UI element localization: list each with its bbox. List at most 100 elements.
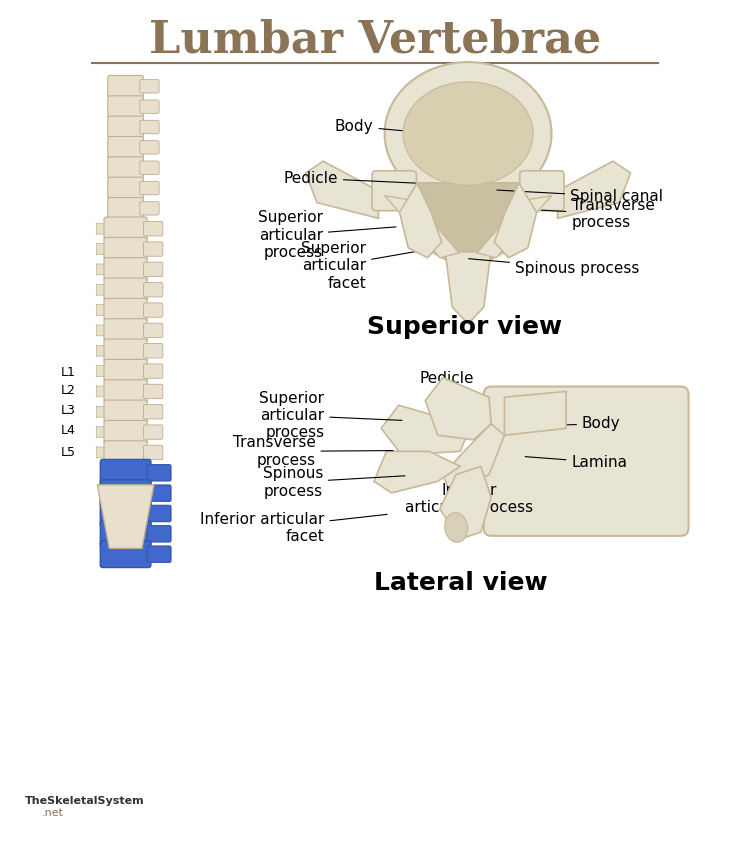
FancyBboxPatch shape: [108, 198, 143, 220]
Polygon shape: [442, 424, 505, 493]
FancyBboxPatch shape: [96, 426, 106, 437]
FancyBboxPatch shape: [100, 500, 151, 526]
FancyBboxPatch shape: [143, 323, 163, 337]
FancyBboxPatch shape: [144, 325, 156, 336]
FancyBboxPatch shape: [108, 96, 143, 118]
FancyBboxPatch shape: [108, 76, 143, 98]
Polygon shape: [558, 161, 631, 219]
FancyBboxPatch shape: [372, 171, 416, 211]
Polygon shape: [425, 378, 491, 440]
FancyBboxPatch shape: [147, 526, 171, 542]
Text: Body: Body: [335, 119, 447, 135]
Text: Superior
articular
facet: Superior articular facet: [301, 241, 422, 291]
Text: Inferior
articular process: Inferior articular process: [405, 483, 532, 516]
Polygon shape: [477, 196, 551, 258]
Polygon shape: [440, 467, 491, 539]
FancyBboxPatch shape: [104, 278, 147, 301]
FancyBboxPatch shape: [100, 541, 151, 568]
FancyBboxPatch shape: [144, 366, 156, 377]
Text: Transverse
process: Transverse process: [232, 435, 393, 468]
FancyBboxPatch shape: [144, 223, 156, 234]
Polygon shape: [305, 161, 379, 219]
FancyBboxPatch shape: [104, 441, 147, 464]
FancyBboxPatch shape: [104, 299, 147, 322]
Text: Spinous process: Spinous process: [469, 259, 639, 276]
FancyBboxPatch shape: [144, 426, 156, 437]
Text: Inferior articular
facet: Inferior articular facet: [200, 512, 387, 544]
FancyBboxPatch shape: [144, 284, 156, 295]
FancyBboxPatch shape: [520, 171, 564, 211]
Text: TheSkeletalSystem: TheSkeletalSystem: [25, 796, 145, 807]
Ellipse shape: [445, 513, 467, 542]
Text: Lamina: Lamina: [525, 455, 628, 470]
FancyBboxPatch shape: [143, 425, 163, 439]
FancyBboxPatch shape: [143, 262, 163, 277]
FancyBboxPatch shape: [104, 339, 147, 362]
FancyBboxPatch shape: [484, 387, 688, 536]
Text: Body: Body: [546, 416, 620, 431]
Text: L4: L4: [61, 424, 76, 437]
Polygon shape: [505, 391, 566, 436]
FancyBboxPatch shape: [104, 257, 147, 281]
FancyBboxPatch shape: [108, 156, 143, 178]
FancyBboxPatch shape: [143, 283, 163, 297]
Text: L1: L1: [61, 366, 76, 378]
FancyBboxPatch shape: [104, 217, 147, 241]
FancyBboxPatch shape: [100, 459, 151, 486]
FancyBboxPatch shape: [108, 136, 143, 158]
Polygon shape: [374, 452, 460, 493]
FancyBboxPatch shape: [140, 140, 159, 154]
FancyBboxPatch shape: [147, 485, 171, 501]
FancyBboxPatch shape: [144, 447, 156, 458]
FancyBboxPatch shape: [104, 319, 147, 342]
FancyBboxPatch shape: [143, 221, 163, 235]
Text: Superior
articular
process: Superior articular process: [260, 390, 402, 441]
FancyBboxPatch shape: [96, 284, 106, 295]
FancyBboxPatch shape: [144, 244, 156, 255]
FancyBboxPatch shape: [140, 202, 159, 215]
FancyBboxPatch shape: [144, 406, 156, 417]
FancyBboxPatch shape: [96, 406, 106, 417]
FancyBboxPatch shape: [100, 521, 151, 547]
Polygon shape: [400, 182, 442, 258]
FancyBboxPatch shape: [143, 344, 163, 358]
FancyBboxPatch shape: [96, 366, 106, 377]
Text: .net: .net: [41, 808, 64, 818]
Text: Spinous
process: Spinous process: [262, 466, 405, 499]
FancyBboxPatch shape: [96, 223, 106, 234]
FancyBboxPatch shape: [104, 380, 147, 403]
Text: Lumbar Vertebrae: Lumbar Vertebrae: [148, 19, 602, 62]
FancyBboxPatch shape: [96, 304, 106, 315]
Polygon shape: [385, 196, 459, 258]
Polygon shape: [494, 182, 536, 258]
Ellipse shape: [403, 82, 533, 185]
FancyBboxPatch shape: [108, 177, 143, 198]
Polygon shape: [411, 182, 525, 272]
Text: Spinal canal: Spinal canal: [497, 189, 663, 204]
Text: L3: L3: [61, 404, 76, 417]
FancyBboxPatch shape: [140, 100, 159, 114]
FancyBboxPatch shape: [104, 400, 147, 424]
FancyBboxPatch shape: [140, 161, 159, 174]
Text: L2: L2: [61, 384, 76, 397]
Polygon shape: [98, 484, 154, 548]
Text: Pedicle: Pedicle: [284, 171, 416, 186]
Ellipse shape: [385, 62, 551, 205]
FancyBboxPatch shape: [144, 304, 156, 315]
FancyBboxPatch shape: [100, 479, 151, 506]
FancyBboxPatch shape: [96, 244, 106, 255]
FancyBboxPatch shape: [143, 364, 163, 378]
FancyBboxPatch shape: [143, 405, 163, 419]
FancyBboxPatch shape: [140, 80, 159, 93]
FancyBboxPatch shape: [144, 346, 156, 357]
FancyBboxPatch shape: [104, 237, 147, 261]
FancyBboxPatch shape: [147, 505, 171, 521]
FancyBboxPatch shape: [143, 242, 163, 257]
FancyBboxPatch shape: [96, 386, 106, 397]
FancyBboxPatch shape: [144, 264, 156, 275]
Text: L5: L5: [61, 446, 76, 458]
FancyBboxPatch shape: [96, 447, 106, 458]
Polygon shape: [381, 405, 470, 455]
FancyBboxPatch shape: [140, 120, 159, 134]
Text: Superior
articular
process: Superior articular process: [258, 210, 396, 260]
